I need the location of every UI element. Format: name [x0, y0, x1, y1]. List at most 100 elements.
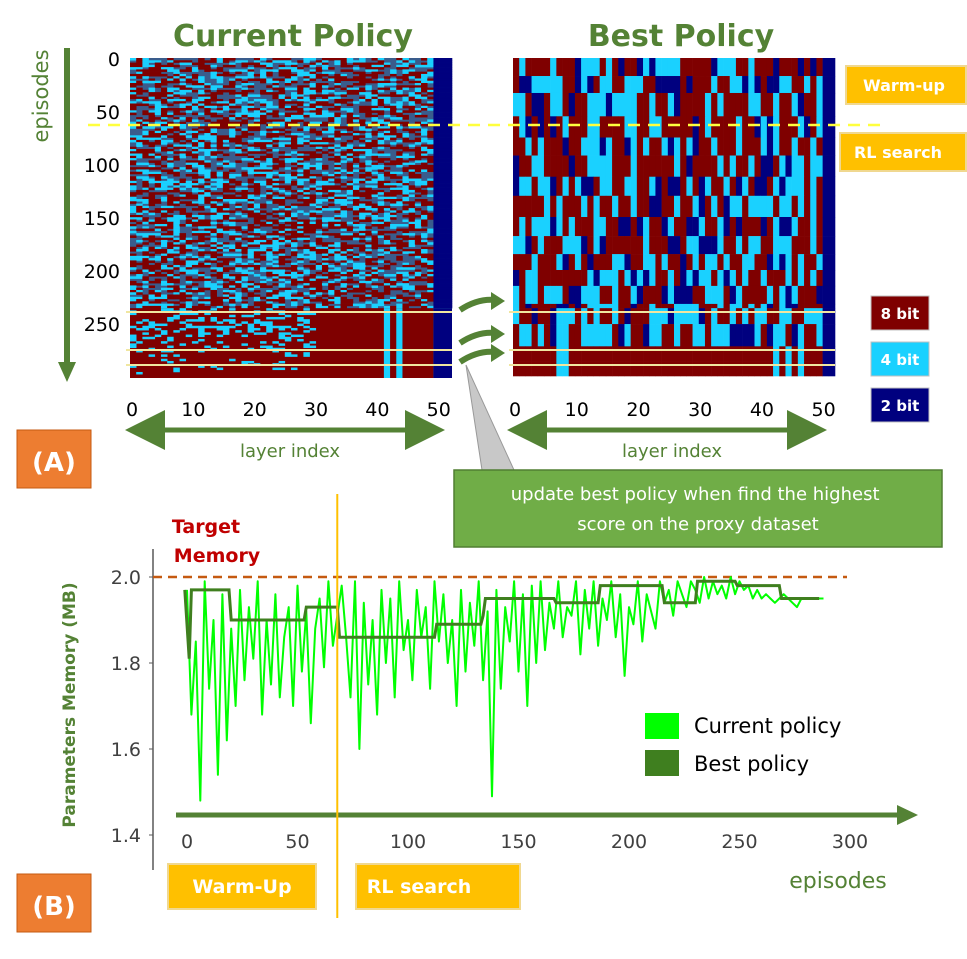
current-heatmap-cell	[247, 69, 255, 72]
current-heatmap-cell	[445, 78, 453, 82]
current-heatmap-cell	[222, 123, 230, 127]
best-heatmap-cell	[674, 236, 681, 255]
best-heatmap-cell	[828, 285, 836, 305]
current-heatmap-cell	[148, 249, 156, 252]
best-heatmap-cell	[562, 303, 570, 309]
current-heatmap-cell	[402, 123, 409, 127]
current-heatmap-cell	[402, 242, 409, 245]
current-heatmap-cell	[185, 260, 193, 263]
current-heatmap-cell	[421, 80, 428, 84]
best-heatmap-cell	[804, 285, 811, 305]
current-converged-cell	[142, 325, 149, 329]
current-heatmap-cell	[303, 164, 310, 168]
best-heatmap-cell	[704, 254, 712, 271]
current-heatmap-cell	[321, 276, 329, 279]
current-heatmap-cell	[278, 194, 286, 198]
current-heatmap-cell	[421, 214, 428, 218]
current-heatmap-cell	[402, 96, 409, 100]
current-heatmap-cell	[427, 262, 434, 266]
current-heatmap-cell	[266, 148, 273, 152]
best-heatmap-cell	[779, 303, 786, 309]
current-heatmap-cell	[408, 110, 416, 113]
current-heatmap-cell	[216, 126, 224, 129]
current-heatmap-cell	[216, 108, 224, 111]
best-heatmap-cell	[729, 346, 737, 362]
current-heatmap-cell	[297, 267, 304, 270]
current-converged-cell	[210, 308, 217, 311]
current-heatmap-cell	[346, 133, 354, 136]
current-heatmap-cell	[402, 274, 409, 277]
current-heatmap-cell	[173, 214, 180, 218]
current-heatmap-cell	[421, 287, 428, 291]
best-heatmap-cell	[785, 303, 792, 309]
current-heatmap-cell	[291, 203, 298, 207]
current-heatmap-cell	[173, 69, 180, 72]
current-heatmap-cell	[235, 139, 242, 143]
current-heatmap-cell	[266, 105, 273, 109]
current-heatmap-cell	[359, 187, 366, 191]
current-heatmap-cell	[235, 233, 242, 236]
current-heatmap-cell	[340, 237, 348, 241]
current-heatmap-cell	[272, 235, 279, 238]
current-heatmap-cell	[198, 299, 205, 302]
current-heatmap-cell	[396, 244, 403, 248]
current-heatmap-cell	[173, 264, 180, 268]
best-heatmap-cell	[680, 176, 687, 197]
best-heatmap-cell	[636, 346, 644, 362]
current-heatmap-cell	[297, 235, 304, 238]
current-heatmap-cell	[148, 160, 156, 163]
current-heatmap-cell	[427, 135, 434, 138]
best-heatmap-cell	[667, 324, 675, 347]
current-heatmap-cell	[160, 219, 168, 223]
current-heatmap-cell	[154, 210, 162, 213]
current-heatmap-cell	[260, 71, 267, 75]
current-heatmap-cell	[334, 130, 341, 134]
current-heatmap-cell	[241, 305, 248, 309]
current-heatmap-cell	[297, 139, 304, 143]
current-heatmap-cell	[346, 303, 354, 307]
current-heatmap-cell	[352, 114, 360, 118]
current-heatmap-cell	[167, 144, 174, 147]
current-heatmap-cell	[216, 303, 224, 307]
current-heatmap-cell	[241, 214, 248, 218]
current-heatmap-cell	[439, 164, 447, 168]
current-heatmap-cell	[160, 255, 168, 259]
current-heatmap-cell	[390, 201, 397, 204]
current-heatmap-cell	[421, 64, 428, 68]
current-heatmap-cell	[216, 258, 224, 261]
current-heatmap-cell	[210, 210, 217, 213]
current-heatmap-cell	[198, 169, 205, 173]
best-heatmap-cell	[711, 195, 718, 218]
current-heatmap-cell	[247, 249, 255, 252]
best-heatmap-cell	[828, 137, 836, 156]
current-heatmap-cell	[321, 60, 329, 63]
current-heatmap-cell	[198, 98, 205, 102]
current-heatmap-cell	[346, 299, 354, 302]
current-heatmap-cell	[247, 73, 255, 77]
current-heatmap-cell	[210, 269, 217, 273]
current-heatmap-cell	[167, 87, 174, 91]
best-heatmap-cell	[667, 176, 675, 197]
best-heatmap-cell	[612, 303, 619, 309]
current-heatmap-cell	[191, 283, 199, 286]
current-heatmap-cell	[433, 255, 440, 259]
current-heatmap-cell	[260, 98, 267, 102]
current-heatmap-cell	[260, 117, 267, 120]
best-heatmap-cell	[704, 346, 712, 362]
best-heatmap-cell	[574, 324, 582, 347]
current-heatmap-cell	[185, 78, 193, 82]
current-heatmap-cell	[334, 196, 341, 200]
current-heatmap-cell	[260, 103, 267, 107]
current-heatmap-cell	[408, 228, 416, 232]
current-heatmap-cell	[297, 169, 304, 173]
current-heatmap-cell	[334, 224, 341, 227]
current-heatmap-cell	[309, 299, 317, 302]
current-heatmap-cell	[414, 239, 422, 243]
current-heatmap-cell	[216, 276, 224, 279]
best-heatmap-cell	[531, 58, 539, 77]
current-heatmap-cell	[130, 185, 137, 188]
current-heatmap-cell	[445, 101, 453, 104]
best-heatmap-cell	[519, 270, 526, 287]
current-heatmap-cell	[278, 105, 286, 109]
current-heatmap-cell	[167, 226, 174, 229]
